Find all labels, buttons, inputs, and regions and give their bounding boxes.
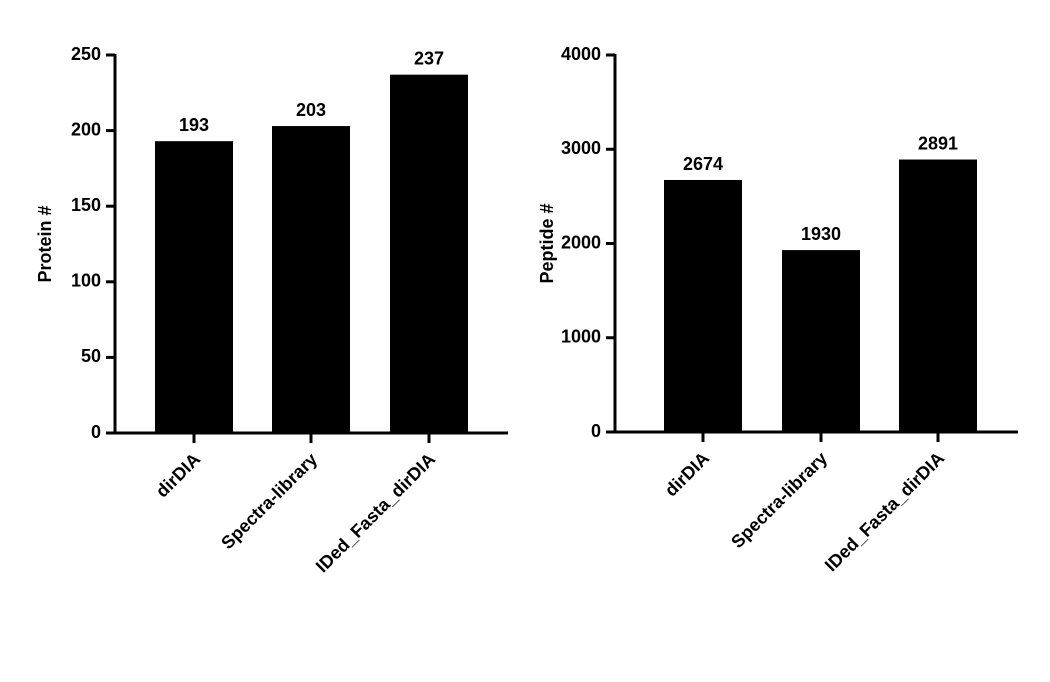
data-label: 237	[414, 49, 444, 69]
data-label: 193	[179, 115, 209, 135]
y-axis-label: Peptide #	[537, 203, 557, 283]
x-tick-label: IDed_Fasta_dirDIA	[821, 448, 948, 575]
y-tick-label: 4000	[561, 44, 601, 64]
y-tick-label: 150	[71, 195, 101, 215]
y-tick-label: 0	[91, 422, 101, 442]
y-tick-label: 200	[71, 119, 101, 139]
data-label: 2674	[683, 154, 723, 174]
data-label: 203	[296, 100, 326, 120]
bar	[782, 250, 860, 432]
y-tick-label: 100	[71, 271, 101, 291]
y-axis-label: Protein #	[35, 205, 55, 282]
x-tick-label: Spectra-library	[727, 448, 831, 552]
data-label: 1930	[801, 224, 841, 244]
y-tick-label: 50	[81, 346, 101, 366]
x-tick-label: dirDIA	[661, 448, 713, 500]
bar	[272, 126, 350, 434]
y-tick-label: 1000	[561, 327, 601, 347]
data-label: 2891	[918, 134, 958, 154]
x-tick-label: dirDIA	[152, 449, 204, 501]
y-tick-label: 0	[591, 421, 601, 441]
bar	[390, 74, 468, 433]
x-tick-label: IDed_Fasta_dirDIA	[312, 449, 439, 576]
y-tick-label: 2000	[561, 232, 601, 252]
y-tick-label: 3000	[561, 138, 601, 158]
bar	[664, 179, 742, 432]
y-tick-label: 250	[71, 44, 101, 64]
bar	[155, 141, 233, 433]
bar	[899, 159, 977, 432]
x-tick-label: Spectra-library	[217, 449, 321, 553]
